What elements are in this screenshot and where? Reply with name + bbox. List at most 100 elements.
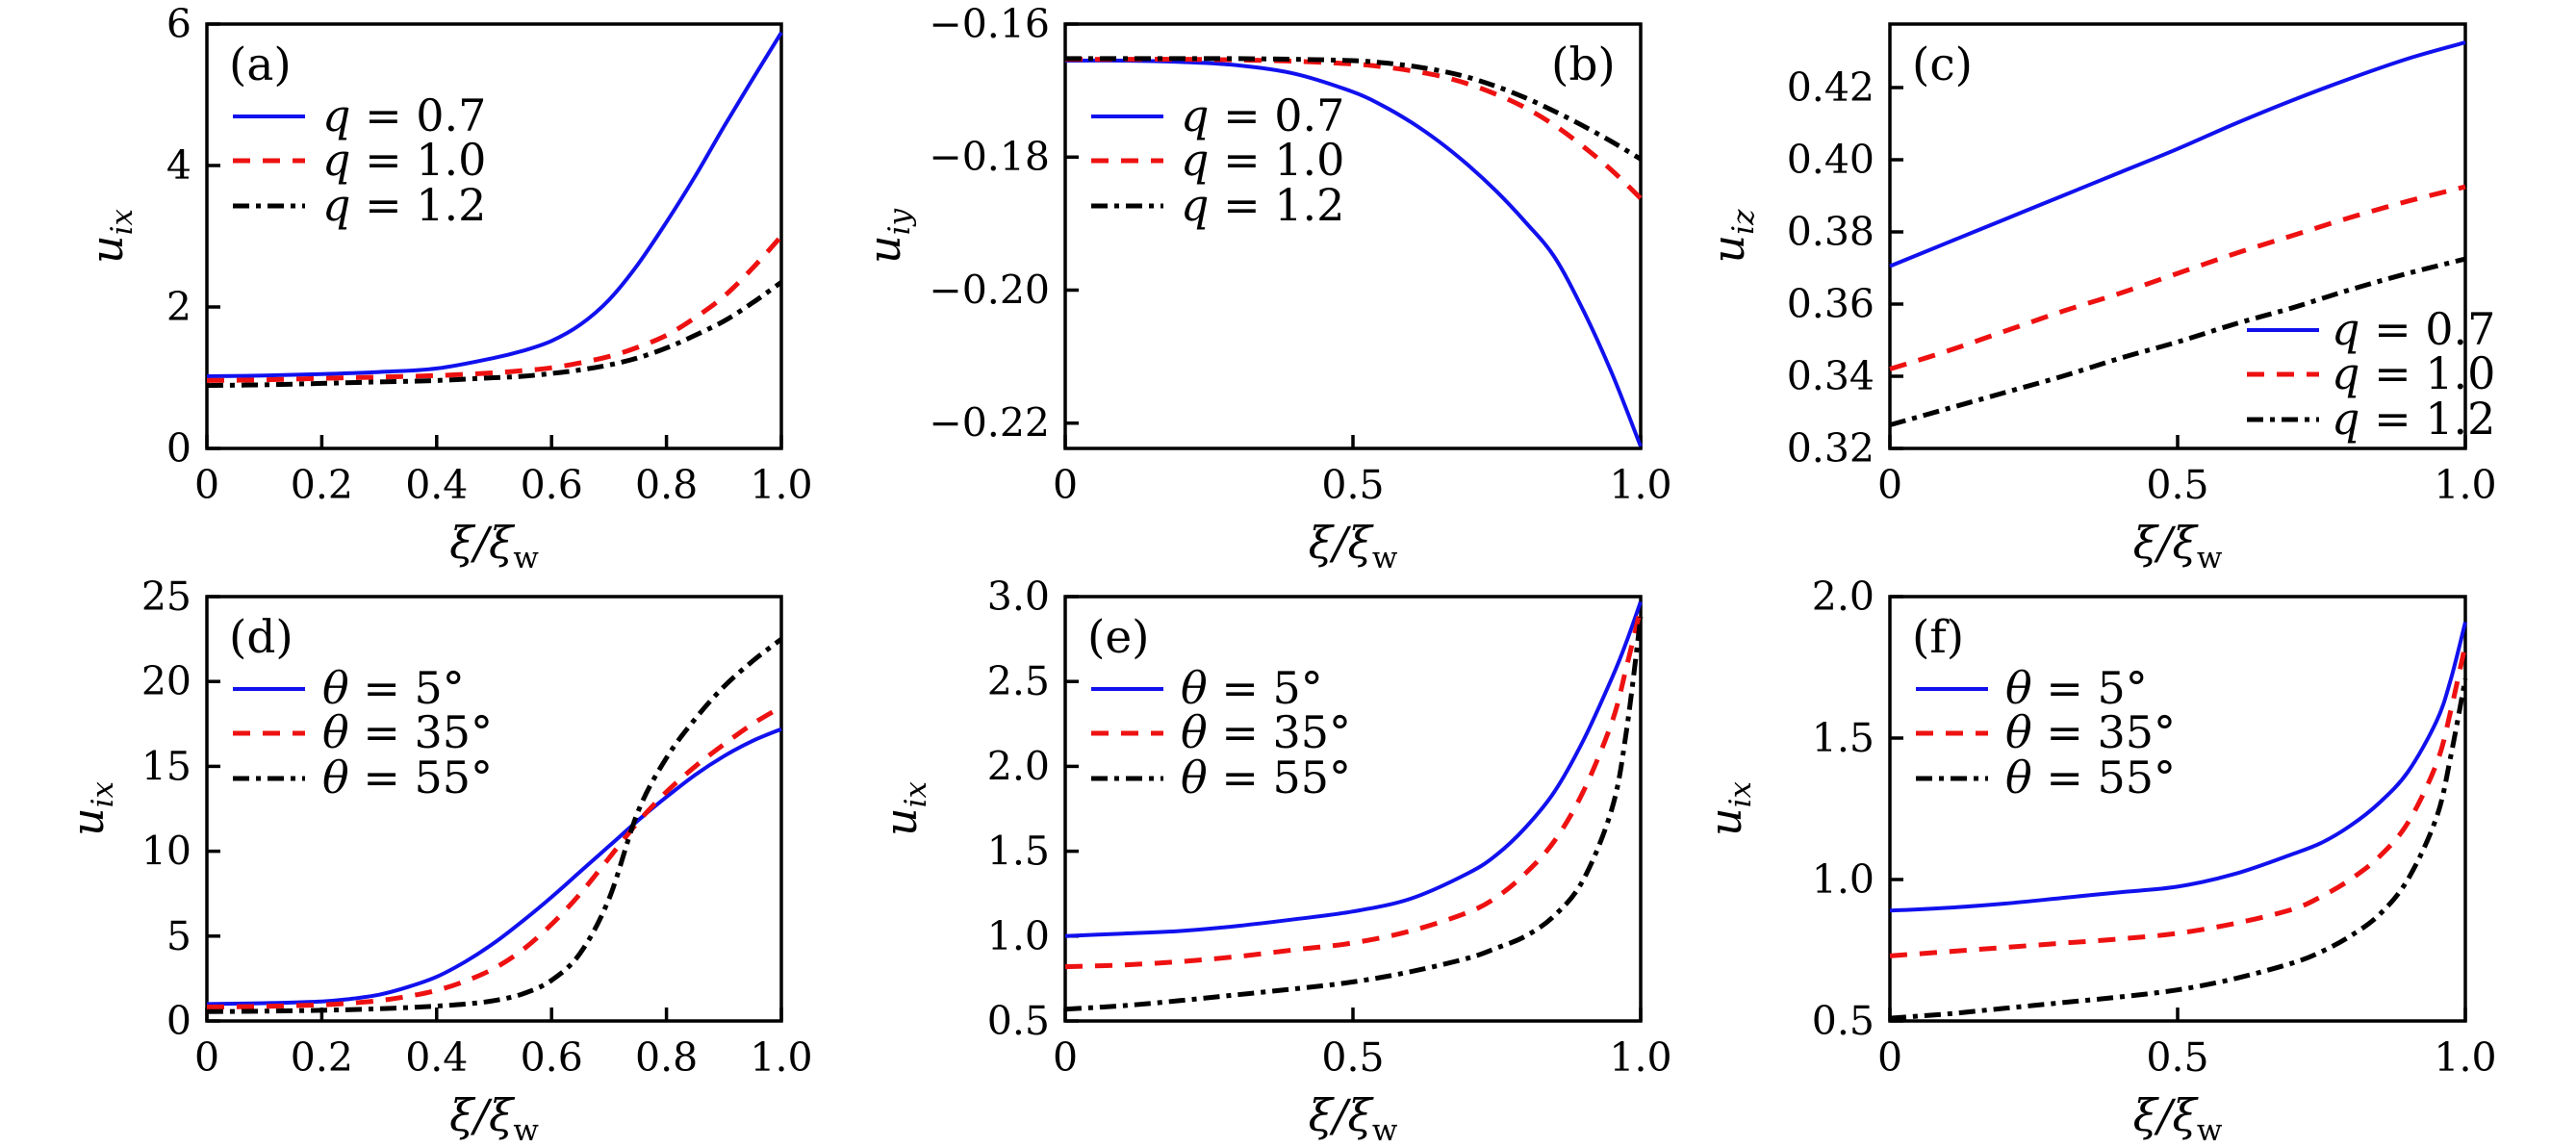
series--5- [206, 727, 782, 1007]
y-tick-label: 0.5 [1812, 998, 1875, 1044]
panel-label: (b) [1551, 38, 1616, 91]
x-axis-label: ξ/ξw [449, 517, 539, 575]
y-tick-label: 0.42 [1787, 64, 1875, 111]
x-tick-label: 0 [194, 462, 219, 508]
y-tick-label: 1.5 [1812, 715, 1875, 761]
y-axis-label: uix [875, 780, 933, 836]
panel-label: (d) [229, 611, 293, 664]
x-axis-label: ξ/ξw [2133, 1089, 2223, 1144]
legend-entry-label: θ = 5° [322, 662, 465, 714]
y-axis-label: uix [62, 780, 120, 836]
series--35- [1064, 607, 1644, 970]
y-tick-label: 20 [141, 658, 191, 704]
legend-entry-label: θ = 55° [1181, 752, 1351, 804]
x-tick-label: 0.4 [405, 1034, 468, 1081]
x-tick-label: 1.0 [750, 1034, 812, 1081]
x-tick-label: 0.8 [635, 462, 698, 508]
x-tick-label: 0.6 [521, 1034, 583, 1081]
legend: θ = 5°θ = 35°θ = 55° [1916, 662, 2176, 804]
y-tick-label: 0 [166, 425, 191, 472]
series-q-0.7 [1064, 58, 1643, 447]
x-axis-label: ξ/ξw [2133, 517, 2223, 575]
series--35- [1889, 644, 2468, 958]
y-tick-label: −0.16 [929, 1, 1050, 47]
x-axis-label: ξ/ξw [1309, 517, 1398, 575]
panel-label: (f) [1912, 611, 1964, 664]
x-tick-label: 0.6 [521, 462, 583, 508]
panel-label: (c) [1912, 38, 1973, 91]
legend-entry-label: θ = 5° [2005, 662, 2148, 714]
x-tick-label: 0.5 [1321, 462, 1384, 508]
y-tick-label: 0.40 [1787, 137, 1875, 183]
y-tick-label: 6 [166, 1, 191, 47]
y-tick-label: −0.18 [929, 134, 1050, 180]
x-tick-label: 1.0 [750, 462, 812, 508]
y-tick-label: 25 [141, 574, 191, 620]
x-tick-label: 0 [1877, 462, 1902, 508]
legend-entry-label: q = 0.7 [2332, 303, 2495, 355]
legend-entry-label: q = 0.7 [322, 89, 486, 141]
y-tick-label: 0.36 [1787, 281, 1875, 327]
panel-b: 0 0.5 1.0 −0.16 −0.18 −0.20 −0.22 ξ/ξw uiy (b) q =… [858, 1, 1672, 575]
x-tick-label: 0 [1053, 462, 1078, 508]
y-axis-label: uiz [1702, 209, 1761, 264]
legend-entry-label: q = 1.2 [2332, 393, 2495, 445]
x-tick-label: 0 [1053, 1034, 1078, 1081]
series-q-0.7 [206, 31, 783, 378]
y-tick-label: 1.5 [987, 829, 1050, 875]
x-tick-label: 0.8 [635, 1034, 698, 1081]
legend: θ = 5°θ = 35°θ = 55° [233, 662, 493, 804]
series-q-1.2 [1889, 256, 2466, 428]
axes-frame [1888, 595, 2467, 1023]
y-tick-label: 1.0 [987, 913, 1050, 959]
x-tick-label: 1.0 [2434, 462, 2496, 508]
legend: q = 0.7q = 1.0q = 1.2 [233, 89, 486, 231]
x-tick-label: 1.0 [1609, 462, 1671, 508]
series--55- [1889, 677, 2468, 1021]
legend-entry-label: q = 1.0 [322, 134, 486, 186]
legend-entry-label: q = 1.0 [2332, 347, 2495, 399]
x-tick-label: 1.0 [2434, 1034, 2496, 1081]
legend: q = 0.7q = 1.0q = 1.2 [1091, 89, 1344, 231]
legend-entry-label: θ = 35° [1181, 706, 1351, 758]
legend-entry-label: q = 0.7 [1181, 89, 1344, 141]
legend-entry-label: θ = 55° [2005, 752, 2176, 804]
legend-entry-label: θ = 5° [1181, 662, 1323, 714]
legend-entry-label: q = 1.2 [322, 179, 486, 231]
axes-frame [205, 595, 783, 1023]
y-tick-label: 0.32 [1787, 425, 1875, 472]
y-tick-label: 4 [166, 142, 191, 189]
y-tick-label: 0 [166, 998, 191, 1044]
x-tick-label: 0 [194, 1034, 219, 1081]
axes-frame [1063, 595, 1643, 1023]
legend-entry-label: q = 1.0 [1181, 134, 1344, 186]
y-axis-label: uix [81, 208, 140, 264]
x-tick-label: 0.5 [1321, 1034, 1384, 1081]
series-q-1.2 [206, 280, 783, 389]
series--55- [206, 637, 783, 1014]
series--35- [206, 704, 783, 1009]
y-tick-label: 15 [141, 743, 191, 789]
x-tick-label: 0 [1877, 1034, 1902, 1081]
series-q-1.0 [206, 234, 783, 383]
y-tick-label: 3.0 [987, 574, 1050, 620]
panel-label: (e) [1087, 611, 1150, 664]
panel-label: (a) [229, 38, 292, 91]
legend: θ = 5°θ = 35°θ = 55° [1091, 662, 1351, 804]
x-tick-label: 0.5 [2146, 1034, 2208, 1081]
series--55- [1064, 616, 1644, 1012]
y-tick-label: 2.0 [1812, 574, 1875, 620]
axes-frame [205, 22, 783, 450]
y-axis-label: uix [1699, 780, 1758, 836]
legend-entry-label: θ = 35° [2005, 706, 2176, 758]
y-tick-label: 5 [166, 913, 191, 959]
y-tick-label: 0.5 [987, 998, 1050, 1044]
x-axis-label: ξ/ξw [449, 1089, 539, 1144]
x-tick-label: 1.0 [1609, 1034, 1671, 1081]
y-tick-label: −0.22 [929, 400, 1050, 446]
